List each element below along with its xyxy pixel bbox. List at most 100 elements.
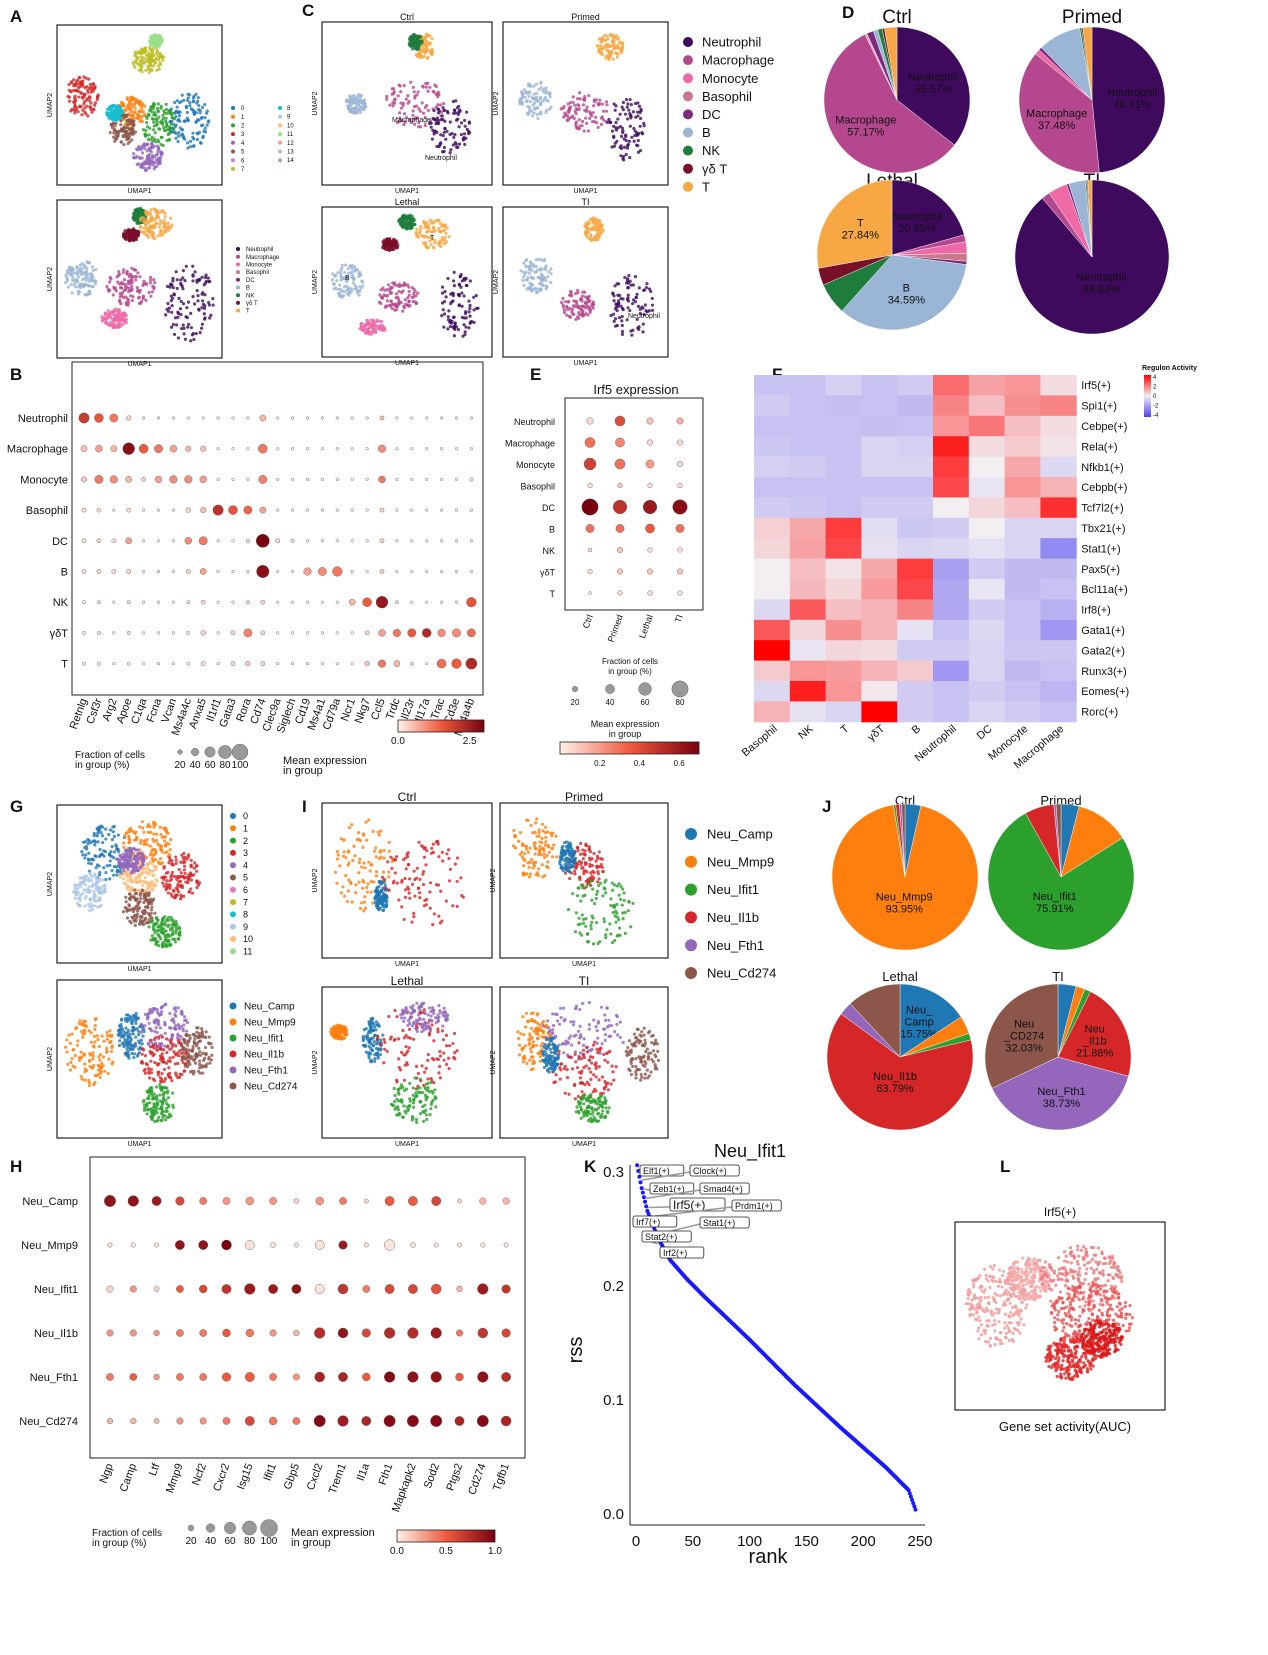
- umap-point: [168, 848, 172, 852]
- umap-point: [127, 102, 131, 106]
- dotplot-dot: [276, 477, 280, 481]
- umap-point: [197, 108, 201, 112]
- dotplot-dot: [81, 538, 87, 544]
- umap-point: [340, 295, 344, 299]
- umap-point: [85, 104, 89, 108]
- heatmap-cell: [861, 538, 898, 560]
- umap-point: [631, 110, 635, 114]
- dotplot-dot: [269, 1329, 277, 1337]
- umap-point: [418, 229, 422, 233]
- pie-slice-label: 38.73%: [1043, 1098, 1081, 1110]
- umap-point: [640, 132, 645, 136]
- umap-point: [594, 226, 598, 230]
- umap-cluster-points: [397, 213, 417, 231]
- umap-point: [133, 214, 137, 218]
- umap-point: [156, 102, 161, 106]
- size-legend-title: Fraction of cells: [602, 657, 658, 666]
- umap-point: [527, 264, 531, 269]
- umap-point: [155, 50, 160, 54]
- umap-point: [133, 52, 137, 56]
- color-legend-title: in group: [291, 1537, 331, 1549]
- dotplot-dot: [365, 539, 369, 543]
- umap-point: [581, 119, 585, 124]
- umap-point: [600, 38, 605, 42]
- heatmap-cell: [968, 681, 1006, 702]
- dotplot-column-label: TI: [673, 613, 685, 624]
- dotplot-dot: [454, 600, 459, 604]
- heatmap-row-label: Pax5(+): [1081, 564, 1120, 576]
- umap-point: [136, 213, 141, 217]
- umap-point: [74, 883, 78, 887]
- umap-point: [88, 82, 92, 87]
- dotplot-row-label: Neu_Cd274: [19, 1416, 78, 1428]
- dotplot-dot: [96, 569, 102, 574]
- umap-point: [185, 110, 189, 115]
- dotplot-dot: [153, 1373, 160, 1381]
- umap-point: [152, 38, 156, 42]
- umap-condition-title: TI: [582, 197, 590, 207]
- size-legend-tick: 20: [174, 760, 186, 771]
- dotplot-dot: [246, 447, 250, 451]
- umap-point: [81, 79, 85, 83]
- dotplot-dot: [104, 1195, 116, 1207]
- heatmap-cell: [754, 375, 791, 396]
- dotplot-dot: [97, 661, 101, 666]
- umap-point: [626, 286, 630, 290]
- umap-point: [454, 118, 459, 122]
- heatmap-cell: [1004, 538, 1041, 560]
- umap-point: [437, 241, 441, 245]
- umap-point: [625, 144, 630, 148]
- umap-point: [425, 56, 429, 60]
- umap-point: [626, 102, 630, 106]
- umap-point: [380, 295, 385, 299]
- umap-point: [539, 80, 543, 84]
- umap-point: [359, 322, 363, 326]
- umap-point: [74, 280, 79, 284]
- umap-point: [401, 309, 405, 313]
- umap-point: [118, 321, 122, 326]
- umap-point: [428, 85, 432, 89]
- dotplot-dot: [335, 600, 339, 604]
- umap-point: [347, 99, 351, 103]
- umap-point: [549, 267, 553, 271]
- dotplot-dot: [126, 569, 131, 574]
- umap-point: [603, 33, 607, 37]
- dotplot-column-label: Tgfb1: [491, 1462, 512, 1493]
- umap-point: [81, 108, 85, 112]
- umap-point: [126, 878, 130, 882]
- umap-point: [602, 118, 606, 122]
- umap-point: [209, 313, 213, 317]
- umap-point: [186, 141, 190, 145]
- umap-condition-title: Lethal: [395, 197, 420, 207]
- umap-point: [580, 124, 584, 128]
- umap-point: [69, 268, 73, 272]
- umap-point: [446, 315, 450, 319]
- umap-point: [147, 113, 151, 117]
- dotplot-dot: [231, 477, 235, 481]
- umap-point: [188, 104, 192, 108]
- umap-point: [402, 84, 406, 88]
- umap-point: [616, 117, 620, 121]
- heatmap-cell: [933, 517, 970, 539]
- umap-y-axis-label: UMAP2: [47, 93, 54, 117]
- umap-point: [549, 280, 553, 284]
- umap-point: [626, 293, 630, 297]
- umap-point: [620, 314, 624, 319]
- umap-point: [441, 308, 445, 312]
- umap-point: [446, 111, 450, 115]
- umap-point: [544, 108, 549, 112]
- dotplot-dot: [270, 1242, 276, 1248]
- dotplot-dot: [243, 628, 253, 638]
- cluster-legend-item: 3: [241, 132, 245, 138]
- umap-point: [169, 299, 174, 303]
- umap-point: [537, 87, 541, 92]
- umap-point: [70, 278, 75, 282]
- dotplot-dot: [350, 477, 354, 481]
- umap-point: [426, 89, 430, 93]
- size-legend-tick: 80: [219, 760, 231, 771]
- dotplot-dot: [291, 477, 295, 481]
- umap-point: [525, 258, 529, 262]
- umap-point: [126, 297, 130, 301]
- umap-point: [634, 143, 639, 147]
